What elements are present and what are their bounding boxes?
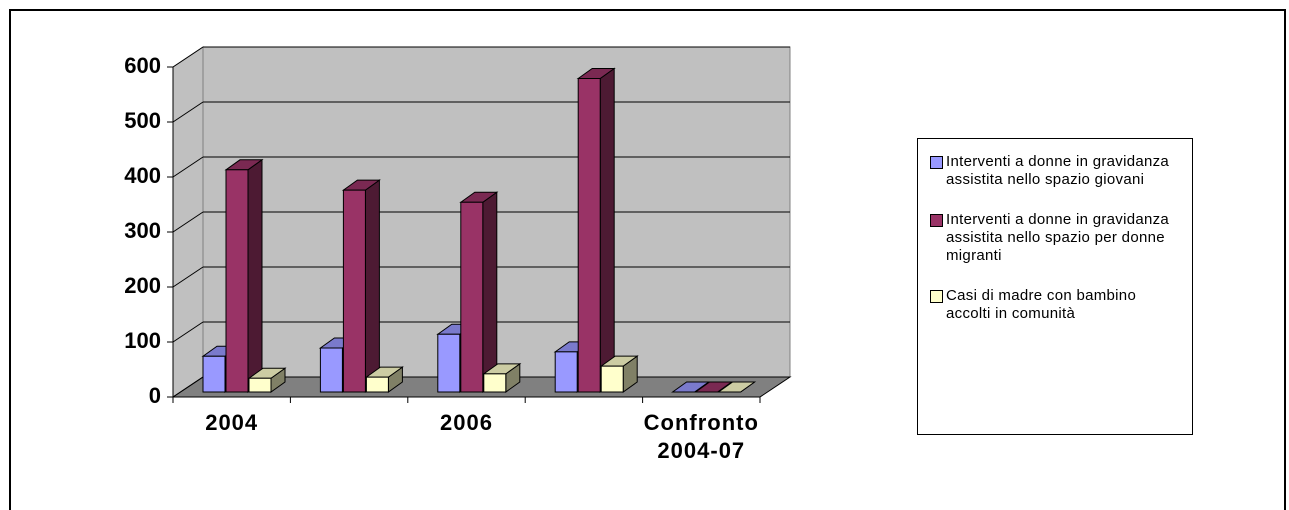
legend-label: Interventi a donne in gravidanza assisti… [946, 153, 1170, 188]
bar [577, 78, 601, 393]
legend-label: Interventi a donne in gravidanza assisti… [946, 211, 1170, 264]
bar [202, 355, 226, 393]
grid-line-side [172, 376, 204, 398]
legend-item: Interventi a donne in gravidanza assisti… [930, 211, 1184, 265]
bar-side [364, 179, 380, 393]
grid-line-side [172, 46, 204, 68]
legend-item: Interventi a donne in gravidanza assisti… [930, 153, 1184, 189]
y-tick-label: 600 [124, 53, 161, 78]
y-tick-label: 500 [124, 108, 161, 133]
bar-side [482, 191, 498, 393]
bar [483, 373, 507, 393]
grid-line-side [172, 101, 204, 123]
legend: Interventi a donne in gravidanza assisti… [917, 138, 1193, 435]
y-tick-label: 200 [124, 273, 161, 298]
y-tick-label: 300 [124, 218, 161, 243]
grid-line-side [172, 266, 204, 288]
bar-top [717, 381, 757, 393]
bar [437, 333, 461, 393]
legend-item: Casi di madre con bambino accolti in com… [930, 287, 1184, 323]
bar-top [694, 381, 734, 393]
x-tick-label: 2004 [205, 410, 259, 435]
grid-line-side [172, 321, 204, 343]
bar [248, 377, 272, 393]
legend-label: Casi di madre con bambino accolti in com… [946, 287, 1137, 322]
bar-side [247, 158, 263, 393]
legend-swatch [930, 214, 943, 227]
grid-line-side [172, 156, 204, 178]
bar [225, 169, 249, 393]
legend-swatch [930, 156, 943, 169]
y-tick-label: 400 [124, 163, 161, 188]
x-tick-label: 2006 [440, 410, 493, 435]
legend-swatch [930, 290, 943, 303]
y-tick-label: 100 [124, 328, 161, 353]
x-tick-label: Confronto 2004-07 [643, 410, 759, 463]
bar [319, 347, 343, 393]
frame [9, 9, 1286, 510]
bar-side [599, 67, 615, 393]
bar [460, 201, 484, 393]
bar [600, 365, 624, 393]
bar [365, 376, 389, 393]
bar [554, 351, 578, 393]
bar [342, 189, 366, 393]
bar-top [671, 381, 711, 393]
y-tick-label: 0 [149, 383, 161, 408]
grid-line-side [172, 211, 204, 233]
